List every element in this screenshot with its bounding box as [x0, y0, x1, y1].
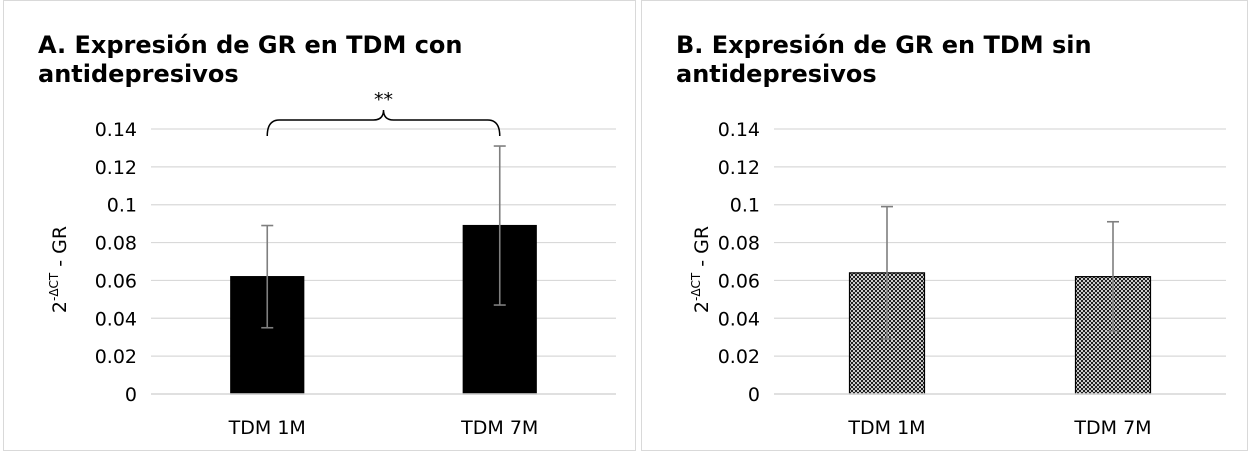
chart-title-a-line-2: antidepresivos [38, 60, 239, 88]
y-tick-label: 0.06 [718, 270, 760, 292]
y-tick-label: 0.12 [95, 157, 137, 179]
error-bar [1107, 220, 1119, 333]
y-axis-label: 2-ΔCT - GR [689, 226, 713, 313]
chart-title-b-line-2: antidepresivos [676, 60, 877, 88]
x-tick-label: TDM 7M [460, 417, 538, 439]
y-tick-label: 0.14 [718, 119, 760, 141]
y-tick-label: 0.12 [718, 157, 760, 179]
y-tick-label: 0.04 [95, 308, 137, 330]
chart-title-a: A. Expresión de GR en TDM con antidepres… [38, 31, 598, 89]
chart-title-b-line-1: B. Expresión de GR en TDM sin [676, 31, 1092, 59]
error-bar [261, 224, 274, 329]
chart-a-plot: 0 0.02 0.04 0.06 0.08 0.1 0.12 0.14 2-ΔCT - GR TD… [47, 89, 616, 439]
x-tick-label: TDM 7M [1073, 417, 1151, 439]
y-tick-label: 0.02 [95, 346, 137, 368]
significance-bracket [266, 109, 501, 137]
chart-title-b: B. Expresión de GR en TDM sin antidepres… [676, 31, 1236, 89]
chart-panel-a: A. Expresión de GR en TDM con antidepres… [3, 0, 636, 451]
chart-title-a-line-1: A. Expresión de GR en TDM con [38, 31, 463, 59]
error-bar [881, 205, 893, 340]
chart-b-plot: 0 0.02 0.04 0.06 0.08 0.1 0.12 0.14 2-ΔCT - GR TD… [689, 119, 1226, 439]
significance-label: ** [374, 89, 393, 111]
y-tick-label: 0.08 [718, 233, 760, 255]
y-tick-label: 0.04 [718, 308, 760, 330]
chart-panel-b: B. Expresión de GR en TDM sin antidepres… [641, 0, 1248, 451]
y-tick-label: 0.08 [95, 233, 137, 255]
y-tick-label: 0.1 [107, 195, 137, 217]
y-tick-label: 0 [125, 384, 137, 406]
y-axis-label: 2-ΔCT - GR [47, 226, 71, 313]
y-tick-label: 0 [748, 384, 760, 406]
x-tick-label: TDM 1M [228, 417, 306, 439]
y-tick-label: 0.1 [730, 195, 760, 217]
y-tick-label: 0.02 [718, 346, 760, 368]
y-tick-label: 0.14 [95, 119, 137, 141]
y-tick-label: 0.06 [95, 270, 137, 292]
error-bar [493, 145, 506, 306]
x-tick-label: TDM 1M [847, 417, 925, 439]
